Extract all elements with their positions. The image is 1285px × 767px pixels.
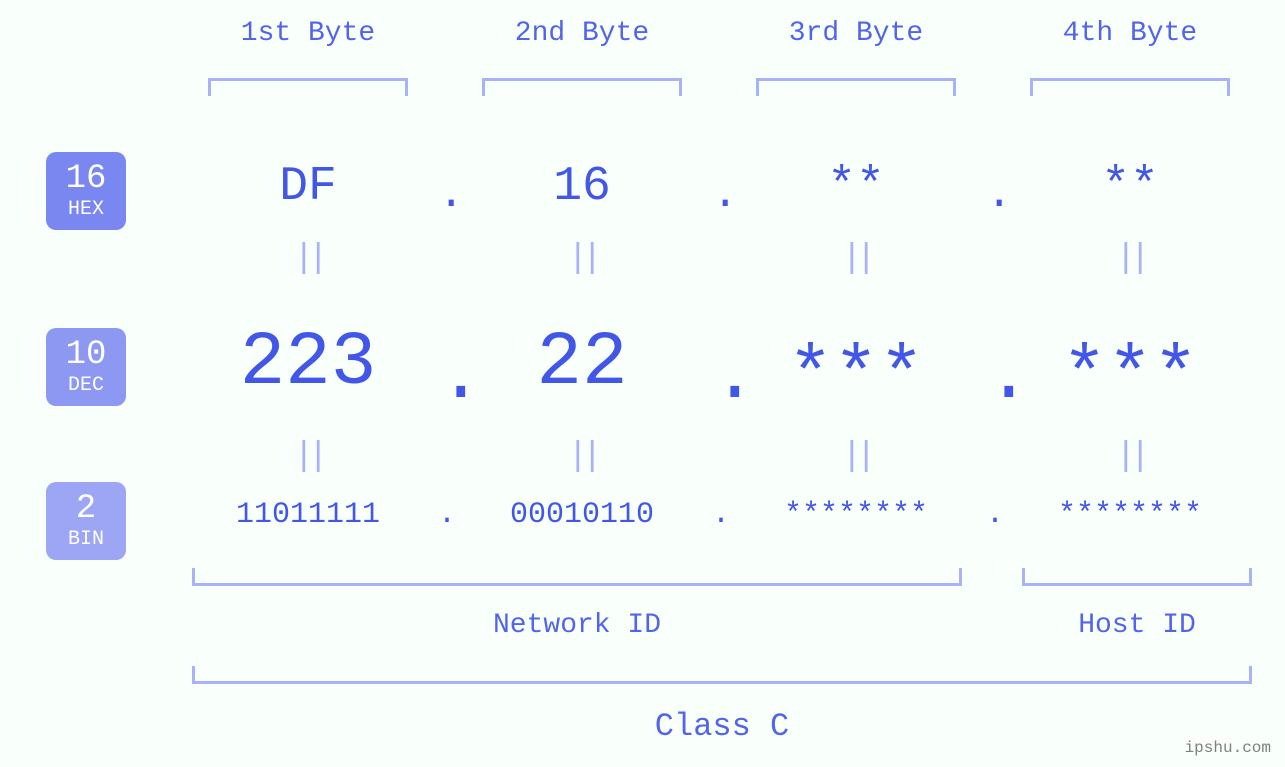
eq-row-2: || || || || — [178, 438, 1268, 476]
hex-dot-3: . — [986, 170, 1000, 220]
dec-byte-2: 22 — [452, 320, 712, 406]
hex-badge-num: 16 — [66, 161, 107, 198]
dec-badge: 10 DEC — [46, 328, 126, 406]
hex-dot-2: . — [712, 170, 726, 220]
hex-badge: 16 HEX — [46, 152, 126, 230]
byte-header-4: 4th Byte — [1000, 18, 1260, 49]
hex-byte-1: DF — [178, 160, 438, 214]
dec-badge-num: 10 — [66, 337, 107, 374]
bin-byte-3: ******** — [726, 498, 986, 532]
byte-header-1: 1st Byte — [178, 18, 438, 49]
class-bracket — [192, 666, 1252, 684]
eq-2-4: || — [1000, 438, 1260, 476]
hex-byte-3: ** — [726, 160, 986, 214]
eq-2-1: || — [178, 438, 438, 476]
byte-header-3: 3rd Byte — [726, 18, 986, 49]
hex-byte-2: 16 — [452, 160, 712, 214]
top-bracket-4 — [1030, 78, 1230, 96]
host-id-label: Host ID — [1022, 610, 1252, 641]
eq-1-4: || — [1000, 240, 1260, 278]
bin-dot-3: . — [986, 498, 1000, 532]
eq-2-3: || — [726, 438, 986, 476]
eq-2-2: || — [452, 438, 712, 476]
bin-badge-num: 2 — [76, 491, 96, 528]
eq-row-1: || || || || — [178, 240, 1268, 278]
top-bracket-2 — [482, 78, 682, 96]
hex-badge-label: HEX — [68, 199, 104, 221]
dec-badge-label: DEC — [68, 375, 104, 397]
dec-byte-3: *** — [726, 334, 986, 420]
byte-header-2: 2nd Byte — [452, 18, 712, 49]
hex-dot-1: . — [438, 170, 452, 220]
dec-row: 223 . 22 . *** . *** — [178, 320, 1268, 406]
dec-dot-2: . — [712, 334, 726, 420]
dec-dot-1: . — [438, 334, 452, 420]
class-label: Class C — [192, 708, 1252, 745]
eq-1-3: || — [726, 240, 986, 278]
bin-dot-2: . — [712, 498, 726, 532]
dec-byte-1: 223 — [178, 320, 438, 406]
bin-row: 11011111 . 00010110 . ******** . *******… — [178, 498, 1268, 532]
host-id-bracket — [1022, 568, 1252, 586]
bin-badge: 2 BIN — [46, 482, 126, 560]
eq-1-2: || — [452, 240, 712, 278]
network-id-bracket — [192, 568, 962, 586]
top-bracket-1 — [208, 78, 408, 96]
top-bracket-3 — [756, 78, 956, 96]
eq-1-1: || — [178, 240, 438, 278]
bin-dot-1: . — [438, 498, 452, 532]
watermark: ipshu.com — [1185, 739, 1271, 757]
hex-row: DF . 16 . ** . ** — [178, 160, 1268, 214]
dec-byte-4: *** — [1000, 334, 1260, 420]
bin-byte-1: 11011111 — [178, 498, 438, 532]
hex-byte-4: ** — [1000, 160, 1260, 214]
network-id-label: Network ID — [192, 610, 962, 641]
dec-dot-3: . — [986, 334, 1000, 420]
bin-badge-label: BIN — [68, 529, 104, 551]
bin-byte-2: 00010110 — [452, 498, 712, 532]
bin-byte-4: ******** — [1000, 498, 1260, 532]
